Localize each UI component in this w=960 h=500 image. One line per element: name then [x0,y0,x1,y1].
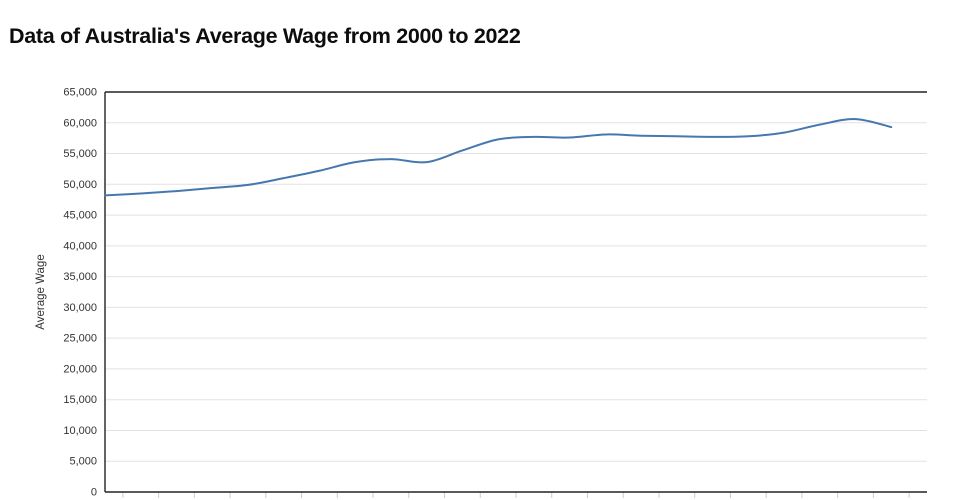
average-wage-line [104,118,893,197]
chart-title: Data of Australia's Average Wage from 20… [9,24,521,48]
y-tick-label: 50,000 [63,179,97,191]
y-tick-label: 25,000 [63,333,97,345]
x-axis-ticks [122,492,910,498]
y-tick-label: 65,000 [63,87,97,99]
y-axis-tick-labels: 0 5,000 10,000 15,000 20,000 25,000 30,000 35,0… [63,87,97,499]
y-tick-label: 10,000 [63,425,97,437]
y-tick-label: 35,000 [63,271,97,283]
y-axis-title: Average Wage [35,254,47,329]
y-tick-label: 55,000 [63,148,97,160]
y-tick-label: 30,000 [63,302,97,314]
y-tick-label: 5,000 [69,456,97,468]
gridlines [105,91,927,493]
y-tick-label: 20,000 [63,363,97,375]
y-tick-label: 60,000 [63,117,97,129]
y-tick-label: 15,000 [63,394,97,406]
axis-border [104,91,927,493]
y-tick-label: 40,000 [63,240,97,252]
y-tick-label: 45,000 [63,210,97,222]
y-tick-label: 0 [91,487,97,499]
